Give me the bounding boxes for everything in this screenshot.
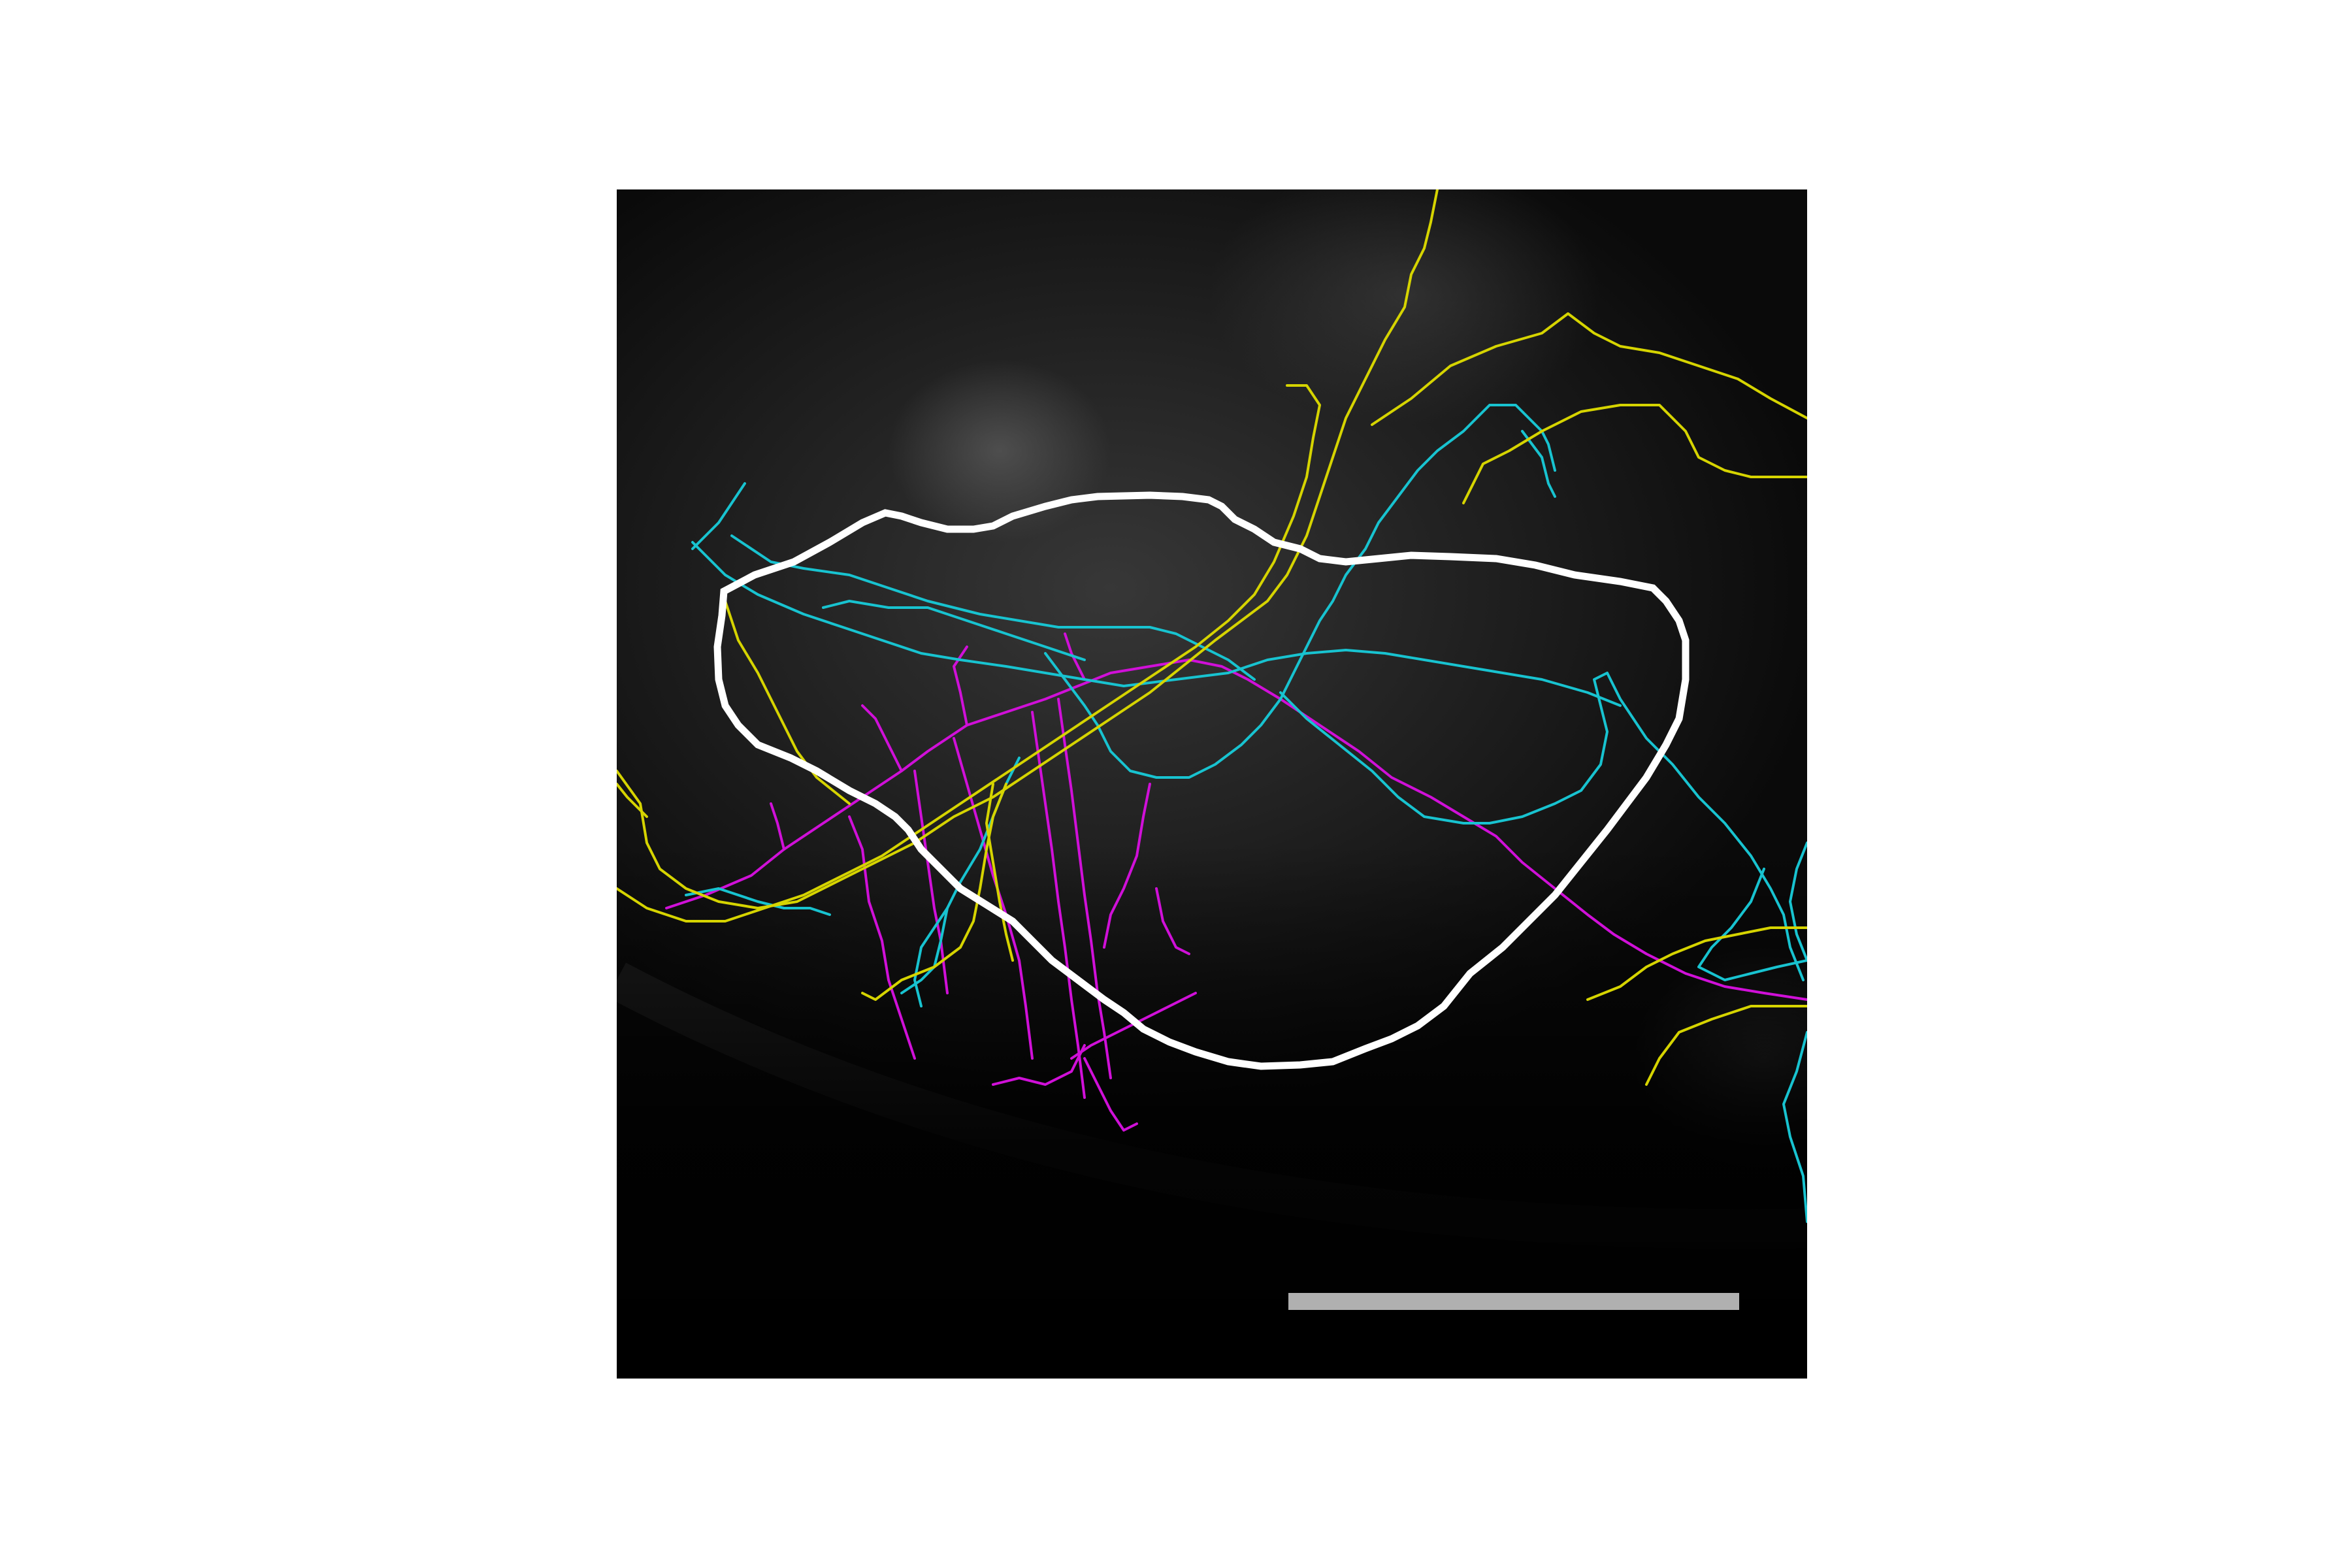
microscopy-panel bbox=[617, 189, 1807, 1379]
magenta-neuron-trace bbox=[665, 632, 1807, 1132]
yellow-neuron-trace bbox=[617, 189, 1807, 1086]
region-outline bbox=[713, 491, 1690, 1070]
cyan-neuron-trace bbox=[685, 404, 1807, 1223]
neuron-traces bbox=[617, 189, 1807, 1223]
scale-bar bbox=[1288, 1293, 1739, 1310]
